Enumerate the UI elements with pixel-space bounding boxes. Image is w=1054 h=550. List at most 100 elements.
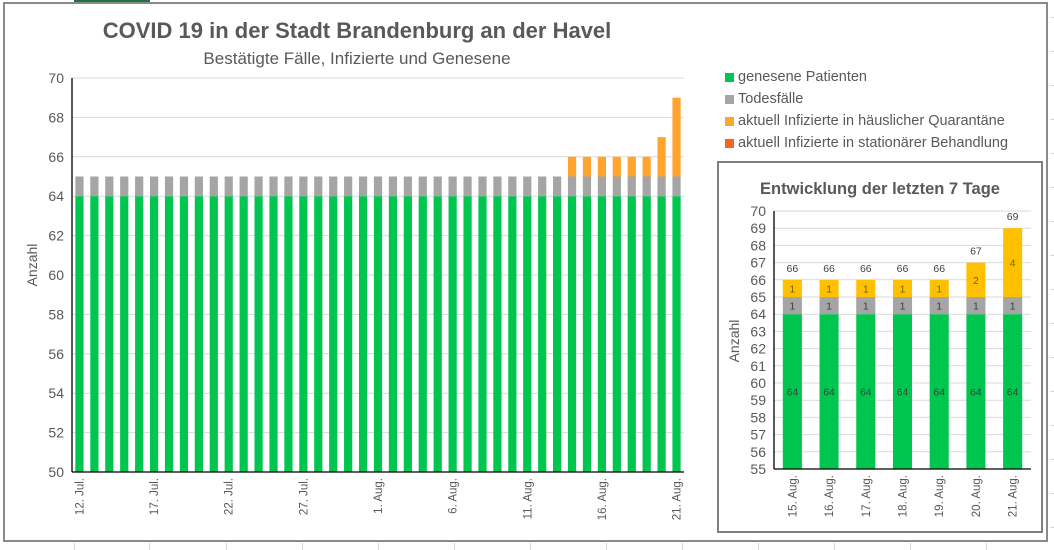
bar-segment bbox=[508, 196, 517, 472]
bar-segment bbox=[657, 196, 666, 472]
inset-total-label: 69 bbox=[1007, 211, 1019, 223]
cell-gridline bbox=[1050, 17, 1054, 18]
inset-chart-svg: Entwicklung der letzten 7 Tage Anzahl 64… bbox=[726, 180, 1031, 517]
bar-segment bbox=[433, 196, 442, 472]
inset-x-tick-label: 16. Aug. bbox=[824, 475, 836, 517]
bar-segment bbox=[448, 176, 457, 197]
x-tick-label: 1. Aug. bbox=[373, 478, 385, 514]
bar-segment bbox=[164, 196, 174, 472]
bar-segment bbox=[299, 176, 308, 197]
inset-total-label: 66 bbox=[933, 263, 945, 275]
inset-segment-value-label: 64 bbox=[970, 387, 982, 399]
bar-segment bbox=[553, 196, 562, 472]
cell-gridline bbox=[986, 543, 987, 550]
cell-gridline bbox=[1050, 221, 1054, 222]
inset-segment-value-label: 1 bbox=[863, 283, 869, 295]
legend-swatch bbox=[725, 94, 734, 104]
bar-segment bbox=[642, 156, 651, 177]
inset-x-tick-label: 21. Aug. bbox=[1008, 475, 1020, 517]
cell-gridline bbox=[1050, 323, 1054, 324]
inset-y-tick-label: 68 bbox=[750, 237, 766, 253]
cell-gridline bbox=[1050, 187, 1054, 188]
y-tick-label: 58 bbox=[48, 306, 64, 322]
bar-segment bbox=[179, 196, 189, 472]
inset-chart[interactable]: Entwicklung der letzten 7 Tage Anzahl 64… bbox=[717, 161, 1043, 533]
bar-segment bbox=[597, 196, 607, 472]
inset-x-tick-label: 19. Aug. bbox=[934, 475, 946, 517]
bar-segment bbox=[612, 196, 621, 472]
inset-y-tick-label: 57 bbox=[750, 427, 766, 443]
inset-segment-value-label: 1 bbox=[789, 301, 795, 313]
bar-segment bbox=[135, 176, 144, 197]
legend-item: genesene Patienten bbox=[725, 66, 1008, 88]
inset-bar-segment bbox=[966, 314, 986, 469]
cell-gridline bbox=[1050, 153, 1054, 154]
inset-segment-value-label: 1 bbox=[936, 283, 942, 295]
bar-segment bbox=[164, 176, 174, 197]
bar-segment bbox=[284, 176, 293, 197]
x-tick-label: 27. Jul. bbox=[298, 478, 310, 515]
cell-gridline bbox=[149, 543, 150, 550]
chart-subtitle: Bestätigte Fälle, Infizierte und Genesen… bbox=[203, 49, 510, 68]
inset-bar-segment bbox=[856, 314, 876, 469]
inset-segment-value-label: 64 bbox=[933, 387, 945, 399]
bar-segment bbox=[120, 196, 129, 472]
inset-y-tick-label: 66 bbox=[750, 272, 766, 288]
selected-column-indicator bbox=[74, 0, 150, 3]
x-tick-label: 22. Jul. bbox=[224, 478, 236, 515]
inset-bar-segment bbox=[892, 297, 913, 315]
bar-segment bbox=[403, 196, 412, 472]
bar-segment bbox=[269, 196, 278, 472]
bar-segment bbox=[627, 196, 636, 472]
y-tick-label: 68 bbox=[48, 109, 64, 125]
cell-gridline bbox=[1050, 255, 1054, 256]
legend-swatch bbox=[725, 138, 734, 148]
bar-segment bbox=[358, 176, 368, 197]
inset-bar-segment bbox=[892, 279, 913, 297]
cell-gridline bbox=[1050, 119, 1054, 120]
y-tick-label: 70 bbox=[48, 70, 64, 86]
cell-gridline bbox=[1050, 391, 1054, 392]
x-tick-label: 6. Aug. bbox=[448, 478, 460, 514]
inset-bar-segment bbox=[966, 297, 986, 315]
bar-segment bbox=[493, 196, 502, 472]
inset-y-tick-label: 56 bbox=[750, 444, 766, 460]
bar-segment bbox=[209, 196, 218, 472]
bar-segment bbox=[403, 176, 412, 197]
legend-item: aktuell Infizierte in stationärer Behand… bbox=[725, 132, 1008, 154]
inset-segment-value-label: 64 bbox=[787, 387, 799, 399]
inset-segment-value-label: 1 bbox=[826, 283, 832, 295]
bar-segment bbox=[149, 196, 159, 472]
inset-chart-title: Entwicklung der letzten 7 Tage bbox=[760, 180, 1000, 198]
bar-segment bbox=[478, 196, 487, 472]
bar-segment bbox=[672, 176, 681, 197]
bar-segment bbox=[105, 196, 114, 472]
legend-label: Todesfälle bbox=[738, 91, 804, 107]
inset-bar-segment bbox=[892, 314, 913, 469]
inset-y-tick-label: 69 bbox=[750, 220, 766, 236]
cell-gridline bbox=[226, 543, 227, 550]
inset-segment-value-label: 2 bbox=[973, 275, 979, 287]
legend-item: Todesfälle bbox=[725, 88, 1008, 110]
y-tick-label: 64 bbox=[48, 188, 64, 204]
chart-legend: genesene Patienten Todesfälle aktuell In… bbox=[725, 66, 1008, 154]
bar-segment bbox=[672, 97, 681, 177]
cell-gridline bbox=[1050, 357, 1054, 358]
bar-segment bbox=[314, 176, 323, 197]
inset-x-tick-label: 15. Aug. bbox=[787, 475, 799, 517]
y-tick-label: 60 bbox=[48, 267, 64, 283]
bar-segment bbox=[299, 196, 308, 472]
bar-segment bbox=[567, 196, 577, 472]
bar-segment bbox=[567, 176, 577, 197]
bar-segment bbox=[448, 196, 457, 472]
inset-segment-value-label: 64 bbox=[860, 387, 872, 399]
cell-gridline bbox=[1050, 527, 1054, 528]
cell-gridline bbox=[1050, 493, 1054, 494]
bar-segment bbox=[120, 176, 129, 197]
chart-object[interactable]: COVID 19 in der Stadt Brandenburg an der… bbox=[3, 2, 1048, 542]
inset-segment-value-label: 1 bbox=[900, 301, 906, 313]
bar-segment bbox=[538, 196, 547, 472]
inset-y-tick-label: 59 bbox=[750, 392, 766, 408]
inset-segment-value-label: 1 bbox=[900, 283, 906, 295]
inset-y-tick-label: 61 bbox=[750, 358, 766, 374]
